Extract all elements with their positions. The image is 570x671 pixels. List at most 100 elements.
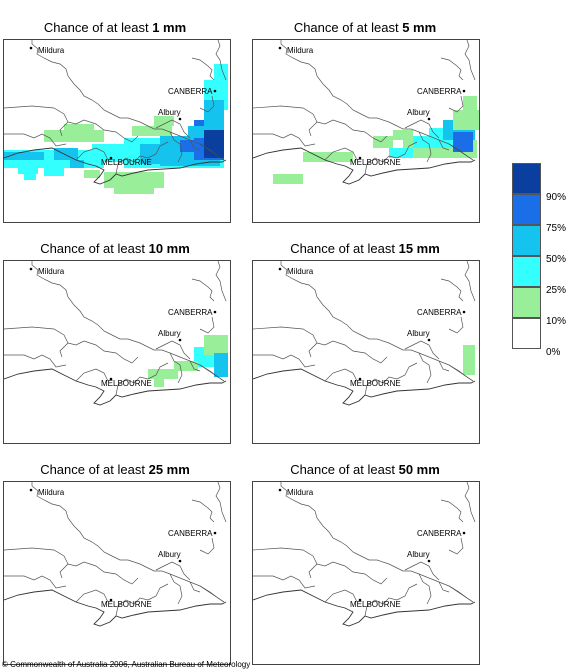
albury-marker (178, 117, 182, 121)
district-boundary (67, 340, 139, 364)
place-label-canberra: CANBERRA (168, 529, 213, 538)
district-boundary (448, 537, 464, 555)
place-label-mildura: Mildura (287, 488, 314, 497)
canberra-marker (462, 310, 466, 314)
albury-marker (427, 338, 431, 342)
district-boundary (199, 95, 215, 113)
melbourne-marker (109, 598, 113, 602)
district-boundary (253, 547, 318, 579)
district-boundary (199, 585, 225, 603)
place-label-albury: Albury (158, 550, 181, 559)
district-boundary (253, 133, 316, 147)
district-boundary (316, 340, 388, 364)
map-panel-1mm: Mildura CANBERRA Albury MELBOURNE (3, 39, 231, 223)
place-label-melbourne: MELBOURNE (350, 379, 401, 388)
place-label-melbourne: MELBOURNE (101, 158, 152, 167)
melbourne-marker (358, 377, 362, 381)
district-boundary (4, 133, 67, 147)
panel-title-50mm: Chance of at least 50 mm (290, 462, 440, 477)
district-boundary (67, 119, 139, 143)
coastline (253, 589, 476, 627)
place-label-canberra: CANBERRA (168, 87, 213, 96)
district-boundary (115, 583, 169, 617)
copyright-notice: © Commonwealth of Australia 2006, Austra… (2, 660, 251, 669)
panel-title-25mm: Chance of at least 25 mm (40, 462, 190, 477)
place-label-mildura: Mildura (38, 267, 65, 276)
district-boundary (4, 575, 67, 589)
district-boundary (316, 561, 388, 585)
probability-cell (180, 140, 198, 152)
canberra-marker (462, 89, 466, 93)
district-boundary (364, 583, 418, 617)
place-label-mildura: Mildura (38, 46, 65, 55)
district-boundary (464, 482, 476, 523)
mildura-marker (29, 46, 33, 50)
panel-title-10mm: Chance of at least 10 mm (40, 241, 190, 256)
district-boundary (31, 482, 225, 603)
map-panel-5mm: Mildura CANBERRA Albury MELBOURNE (252, 39, 480, 223)
probability-cell (463, 345, 475, 375)
probability-cell (24, 174, 36, 180)
district-boundary (67, 561, 139, 585)
albury-marker (178, 559, 182, 563)
place-label-albury: Albury (407, 550, 430, 559)
place-label-melbourne: MELBOURNE (350, 158, 401, 167)
probability-cell (389, 148, 413, 158)
probability-cell (204, 100, 224, 130)
map-svg: Mildura CANBERRA Albury MELBOURNE (253, 261, 476, 406)
melbourne-marker (109, 156, 113, 160)
district-boundary (189, 139, 201, 151)
district-boundary (253, 326, 318, 358)
map-panel-50mm: Mildura CANBERRA Albury MELBOURNE (252, 481, 480, 665)
probability-cell (273, 174, 303, 184)
district-boundary (75, 368, 109, 382)
district-boundary (324, 589, 358, 603)
district-boundary (215, 40, 227, 81)
map-svg: Mildura CANBERRA Albury MELBOURNE (253, 482, 476, 627)
place-label-canberra: CANBERRA (417, 308, 462, 317)
albury-marker (427, 559, 431, 563)
district-boundary (253, 354, 316, 368)
place-label-melbourne: MELBOURNE (101, 600, 152, 609)
mildura-marker (278, 267, 282, 271)
district-boundary (280, 40, 474, 161)
canberra-marker (462, 531, 466, 535)
district-boundary (448, 364, 474, 382)
district-boundary (418, 352, 432, 384)
legend-swatch-90 (512, 163, 541, 194)
district-boundary (191, 278, 215, 302)
district-boundary (448, 316, 464, 334)
district-boundary (191, 57, 215, 81)
melbourne-marker (358, 598, 362, 602)
legend-label-25: 25% (546, 285, 567, 296)
district-boundary (169, 573, 183, 605)
district-boundary (440, 57, 464, 81)
district-boundary (438, 581, 450, 593)
district-boundary (4, 547, 69, 579)
probability-cell (154, 379, 164, 387)
district-boundary (4, 326, 69, 358)
district-boundary (324, 147, 358, 161)
district-boundary (215, 482, 227, 523)
district-boundary (418, 573, 432, 605)
mildura-marker (278, 488, 282, 492)
legend-swatch-0 (512, 318, 541, 349)
district-boundary (448, 143, 474, 161)
probability-cell (64, 124, 94, 132)
legend-label-50: 50% (546, 254, 567, 265)
canberra-marker (213, 89, 217, 93)
district-boundary (189, 581, 201, 593)
probability-cell (214, 64, 228, 84)
legend-label-10: 10% (546, 316, 567, 327)
coastline (253, 368, 476, 406)
probability-cell (204, 335, 228, 355)
probability-cell (114, 184, 154, 194)
melbourne-marker (109, 377, 113, 381)
map-panel-10mm: Mildura CANBERRA Albury MELBOURNE (3, 260, 231, 444)
district-boundary (199, 364, 225, 382)
probability-cell (4, 152, 44, 160)
place-label-albury: Albury (407, 329, 430, 338)
map-svg: Mildura CANBERRA Albury MELBOURNE (4, 482, 227, 627)
probability-cell (204, 128, 224, 158)
district-boundary (364, 141, 418, 175)
